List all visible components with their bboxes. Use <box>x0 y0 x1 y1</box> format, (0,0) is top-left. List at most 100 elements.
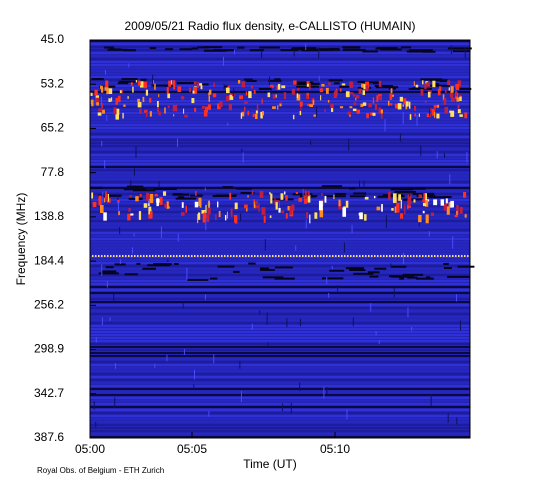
spectrogram-burst <box>260 111 263 119</box>
spectrogram-dot <box>350 255 352 257</box>
spectrogram-row <box>90 352 470 354</box>
spectrogram-dot <box>197 255 199 257</box>
spectrogram-dot <box>221 255 223 257</box>
spectrogram-streak <box>351 224 353 234</box>
spectrogram-burst <box>255 113 258 120</box>
spectrogram-row <box>90 247 470 249</box>
spectrogram-burst <box>306 83 310 87</box>
spectrogram-streak <box>411 327 413 331</box>
spectrogram-burst <box>459 206 463 214</box>
spectrogram-burst <box>202 213 206 223</box>
spectrogram-row <box>90 331 470 333</box>
spectrogram-burst <box>185 205 187 213</box>
spectrogram-dot <box>281 255 283 257</box>
spectrogram-streak <box>193 384 195 388</box>
spectrogram-dot <box>236 255 238 257</box>
spectrogram-burst <box>244 101 248 104</box>
spectrogram-burst <box>339 106 344 109</box>
spectrogram-burst <box>203 110 208 117</box>
spectrogram-streak <box>119 259 121 264</box>
spectrogram-streak <box>299 382 301 392</box>
spectrogram-streak <box>154 363 156 368</box>
spectrogram-row <box>90 394 470 396</box>
spectrogram-row <box>90 328 470 330</box>
spectrogram-dot <box>146 255 148 257</box>
spectrogram-row <box>90 187 470 189</box>
spectrogram-burst <box>251 190 254 195</box>
spectrogram-burst <box>372 112 376 116</box>
spectrogram-streak <box>331 265 333 270</box>
spectrogram-burst <box>437 88 441 96</box>
spectrogram-streak <box>359 180 361 187</box>
spectrogram-dot <box>284 255 286 257</box>
spectrogram-dark <box>422 50 436 53</box>
spectrogram-burst <box>424 200 429 207</box>
spectrogram-burst <box>457 104 460 109</box>
spectrogram-streak <box>459 320 461 331</box>
spectrogram-dark <box>91 78 104 81</box>
spectrogram-burst <box>180 96 185 100</box>
spectrogram-dot <box>206 255 208 257</box>
spectrogram-burst <box>115 97 118 105</box>
spectrogram-dark <box>165 48 174 51</box>
spectrogram-dark <box>258 87 272 90</box>
spectrogram-burst <box>130 213 134 216</box>
spectrogram-burst <box>226 95 230 102</box>
spectrogram-burst <box>205 204 207 214</box>
spectrogram-dark <box>249 49 264 52</box>
spectrogram-row <box>90 433 470 435</box>
spectrogram-burst <box>95 95 99 98</box>
spectrogram-dark <box>406 198 427 201</box>
spectrogram-dot <box>176 255 178 257</box>
spectrogram-burst <box>442 94 445 100</box>
spectrogram-streak <box>447 413 449 423</box>
spectrogram-dot <box>155 255 157 257</box>
spectrogram-burst <box>364 214 367 221</box>
spectrogram-burst <box>321 84 325 87</box>
spectrogram-burst <box>400 199 402 209</box>
spectrogram-burst <box>117 95 121 103</box>
spectrogram-burst <box>318 200 323 211</box>
spectrogram-burst <box>349 81 354 88</box>
spectrogram-streak <box>186 267 188 281</box>
spectrogram-row <box>90 286 470 288</box>
spectrogram-row <box>90 424 470 426</box>
spectrogram-dark <box>439 79 447 82</box>
spectrogram-burst <box>104 86 109 91</box>
spectrogram-dark <box>217 265 235 268</box>
spectrogram-burst <box>304 195 308 204</box>
spectrogram-dot <box>362 255 364 257</box>
spectrogram-dot <box>314 255 316 257</box>
spectrogram-streak <box>456 417 458 425</box>
spectrogram-dot <box>251 255 253 257</box>
spectrogram-dark <box>428 196 446 199</box>
spectrogram-burst <box>205 106 209 113</box>
spectrogram-burst <box>233 215 238 223</box>
spectrogram-burst <box>398 194 402 201</box>
spectrogram-burst <box>387 100 390 106</box>
spectrogram-dot <box>107 255 109 257</box>
spectrogram-streak <box>114 397 116 408</box>
spectrogram-burst <box>261 207 266 215</box>
spectrogram-dot <box>209 255 211 257</box>
spectrogram-burst <box>162 191 167 196</box>
spectrogram-burst <box>156 100 159 108</box>
spectrogram-burst <box>201 106 205 109</box>
spectrogram-dark <box>98 272 119 275</box>
spectrogram-burst <box>448 87 450 91</box>
spectrogram-dot <box>116 255 118 257</box>
spectrogram-streak <box>261 50 263 58</box>
spectrogram-burst <box>399 213 404 219</box>
spectrogram-row <box>90 391 470 393</box>
spectrogram-row <box>90 70 470 72</box>
spectrogram-row <box>90 397 470 399</box>
spectrogram-row <box>90 436 470 438</box>
spectrogram-burst <box>444 106 449 114</box>
spectrogram-dark <box>302 49 318 52</box>
spectrogram-dot <box>410 255 412 257</box>
spectrogram-burst <box>378 95 383 101</box>
spectrogram-burst <box>252 113 255 118</box>
spectrogram-row <box>90 217 470 219</box>
spectrogram-dot <box>389 255 391 257</box>
spectrogram-burst <box>413 199 416 203</box>
